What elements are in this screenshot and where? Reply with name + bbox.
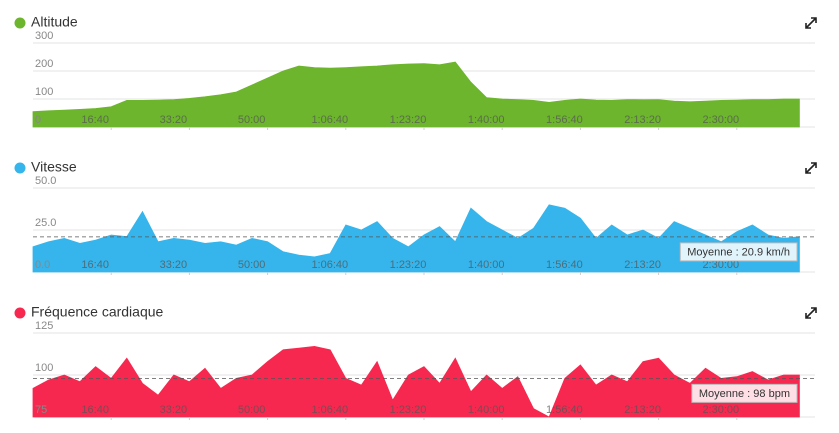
x-tick-label: 1:06:40	[311, 259, 348, 271]
x-tick-label: 16:40	[81, 404, 109, 416]
x-tick-label: 1:56:40	[546, 259, 583, 271]
chart-panel: Altitude 0 100 200 300 16:40 33:20 50:00 1:06:40…	[14, 14, 815, 130]
x-tick-label: 50:00	[238, 259, 266, 271]
x-tick-label: 2:13:20	[624, 259, 661, 271]
x-tick-label: 1:23:20	[390, 259, 427, 271]
x-tick-label: 33:20	[160, 404, 188, 416]
expand-icon[interactable]	[805, 17, 817, 29]
x-tick-label: 16:40	[81, 114, 109, 126]
x-tick-label: 1:56:40	[546, 114, 583, 126]
x-tick-label: 1:23:20	[390, 404, 427, 416]
chart-title: Vitesse	[31, 159, 77, 175]
y-tick-label: 100	[35, 86, 53, 98]
area	[32, 204, 800, 273]
area	[32, 345, 800, 418]
x-tick-label: 33:20	[160, 259, 188, 271]
chart-title: Fréquence cardiaque	[31, 304, 164, 320]
y-tick-label: 25.0	[35, 217, 56, 229]
average-label: Moyenne : 20.9 km/h	[687, 246, 790, 258]
chart-panel: Vitesse 0.0 25.0 50.0 16:40 33:20 50:00 1:06:40…	[14, 159, 815, 275]
x-tick-label: 1:40:00	[468, 404, 505, 416]
x-tick-label: 50:00	[238, 114, 266, 126]
area	[32, 61, 800, 128]
x-tick-label: 33:20	[160, 114, 188, 126]
x-tick-label: 1:06:40	[311, 114, 348, 126]
x-tick-label: 2:30:00	[702, 404, 739, 416]
x-tick-label: 1:06:40	[311, 404, 348, 416]
y-tick-label: 50.0	[35, 175, 56, 187]
y-tick-label: 125	[35, 320, 53, 332]
x-tick-label: 16:40	[81, 259, 109, 271]
average-label: Moyenne : 98 bpm	[699, 388, 790, 400]
x-tick-label: 1:23:20	[390, 114, 427, 126]
x-tick-label: 2:13:20	[624, 404, 661, 416]
chart-panel: Fréquence cardiaque 75 100 125 16:40 33:20 50:…	[14, 304, 815, 420]
x-tick-label: 1:56:40	[546, 404, 583, 416]
expand-icon[interactable]	[805, 162, 817, 174]
x-tick-label: 2:13:20	[624, 114, 661, 126]
legend-dot	[14, 307, 26, 319]
expand-icon[interactable]	[805, 307, 817, 319]
x-tick-label: 2:30:00	[702, 259, 739, 271]
x-tick-label: 2:30:00	[702, 114, 739, 126]
x-tick-label: 50:00	[238, 404, 266, 416]
y-tick-label: 0	[35, 114, 41, 126]
legend-dot	[14, 17, 26, 29]
average-box	[691, 383, 798, 403]
legend-dot	[14, 162, 26, 174]
y-tick-label: 75	[35, 404, 47, 416]
chart-title: Altitude	[31, 14, 78, 30]
x-tick-label: 1:40:00	[468, 259, 505, 271]
y-tick-label: 200	[35, 58, 53, 70]
y-tick-label: 300	[35, 30, 53, 42]
x-tick-label: 1:40:00	[468, 114, 505, 126]
y-tick-label: 0.0	[35, 259, 50, 271]
y-tick-label: 100	[35, 362, 53, 374]
average-box	[679, 242, 798, 262]
